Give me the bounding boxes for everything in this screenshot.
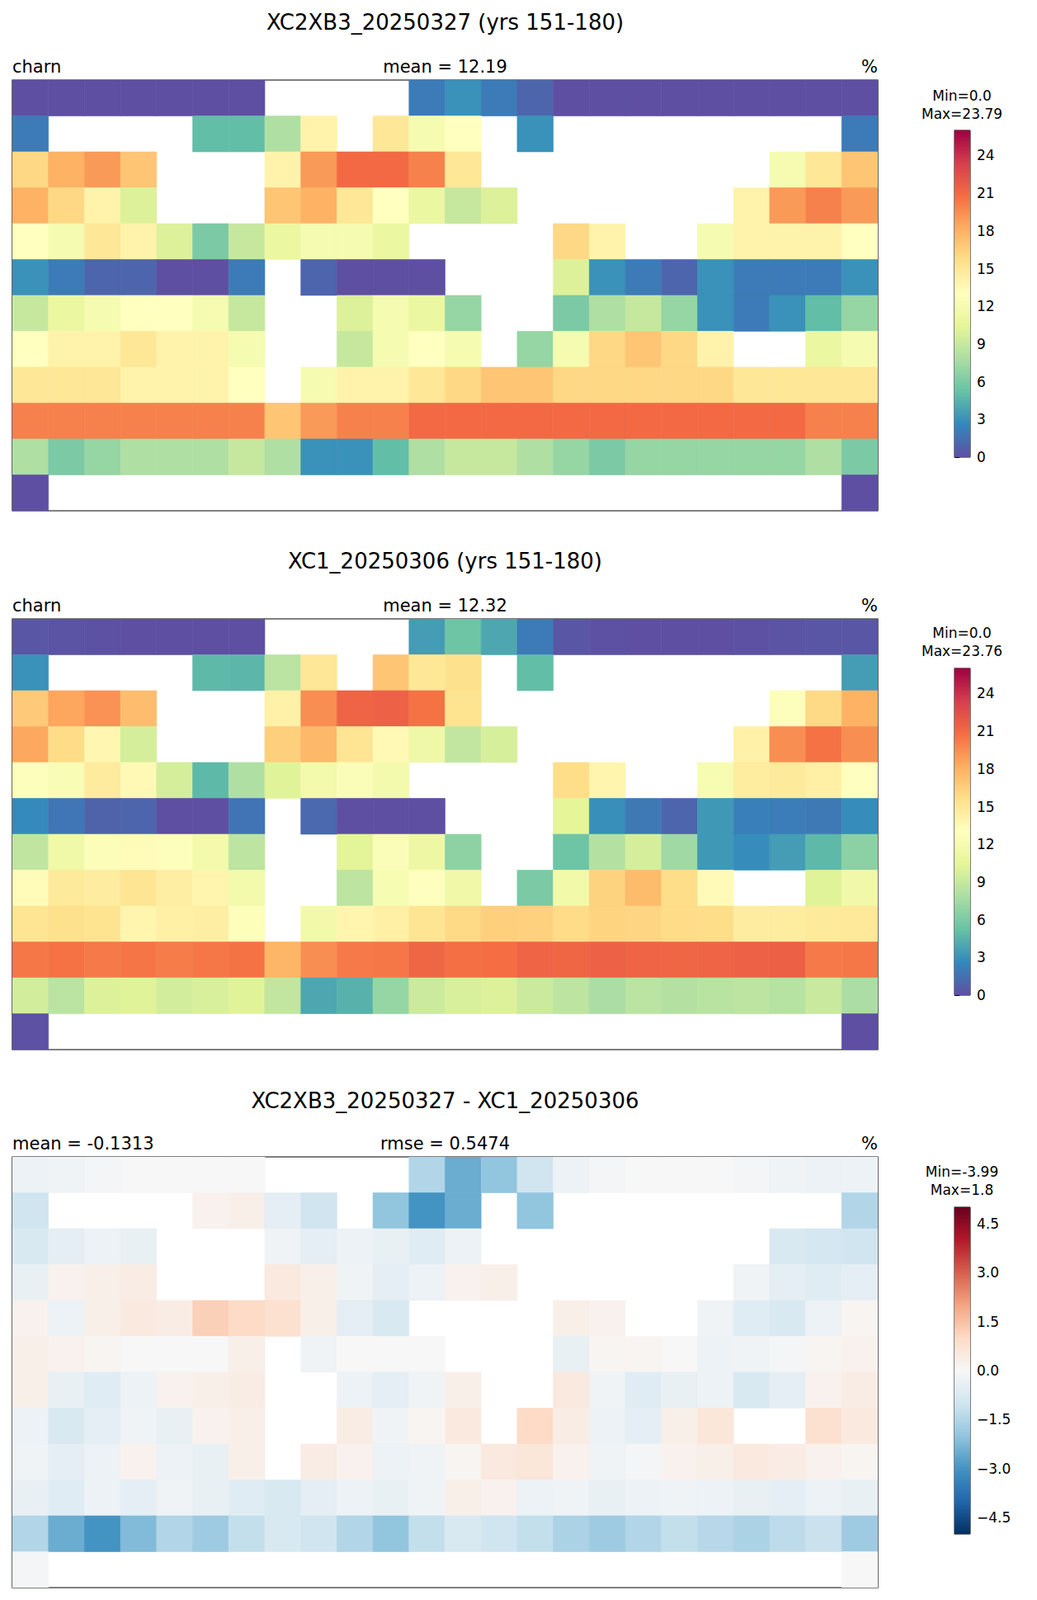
svg-text:4.5: 4.5 (976, 1215, 1000, 1232)
svg-text:−1.5: −1.5 (976, 1410, 1011, 1428)
svg-text:0: 0 (976, 448, 986, 466)
svg-text:18: 18 (976, 222, 995, 240)
svg-text:charn: charn (12, 56, 62, 77)
svg-text:12: 12 (976, 297, 995, 315)
svg-text:18: 18 (976, 760, 995, 778)
svg-text:15: 15 (976, 260, 995, 278)
svg-text:9: 9 (976, 335, 986, 353)
svg-text:3: 3 (976, 410, 986, 428)
svg-text:%: % (861, 56, 878, 77)
svg-text:21: 21 (976, 722, 995, 740)
svg-text:15: 15 (976, 798, 995, 816)
svg-text:XC2XB3_20250327 (yrs 151-180): XC2XB3_20250327 (yrs 151-180) (266, 9, 624, 35)
svg-text:XC1_20250306 (yrs 151-180): XC1_20250306 (yrs 151-180) (287, 548, 603, 574)
svg-text:24: 24 (976, 146, 995, 164)
svg-text:XC2XB3_20250327 - XC1_20250306: XC2XB3_20250327 - XC1_20250306 (250, 1088, 639, 1113)
svg-text:24: 24 (976, 684, 995, 702)
svg-text:−4.5: −4.5 (976, 1508, 1011, 1526)
svg-text:6: 6 (976, 373, 986, 391)
svg-text:Max=1.8: Max=1.8 (930, 1181, 994, 1198)
svg-text:−3.0: −3.0 (976, 1460, 1011, 1477)
svg-text:6: 6 (976, 911, 986, 929)
svg-text:Min=-3.99: Min=-3.99 (925, 1163, 999, 1180)
svg-text:%: % (861, 1133, 878, 1154)
svg-text:21: 21 (976, 184, 995, 202)
svg-text:3: 3 (976, 948, 986, 966)
svg-text:%: % (861, 595, 878, 616)
svg-text:rmse = 0.5474: rmse = 0.5474 (380, 1133, 510, 1154)
svg-text:9: 9 (976, 873, 986, 891)
svg-text:3.0: 3.0 (976, 1263, 1000, 1281)
svg-text:Min=0.0: Min=0.0 (932, 87, 991, 104)
svg-text:mean = 12.19: mean = 12.19 (382, 56, 508, 77)
svg-text:Max=23.76: Max=23.76 (921, 642, 1003, 660)
svg-text:Max=23.79: Max=23.79 (921, 105, 1003, 123)
svg-text:0: 0 (976, 986, 986, 1004)
svg-text:mean = -0.1313: mean = -0.1313 (12, 1133, 155, 1154)
svg-text:1.5: 1.5 (976, 1313, 1000, 1330)
svg-text:12: 12 (976, 835, 995, 853)
svg-text:0.0: 0.0 (976, 1362, 1000, 1379)
svg-text:charn: charn (12, 595, 62, 616)
svg-text:mean = 12.32: mean = 12.32 (382, 595, 508, 616)
svg-text:Min=0.0: Min=0.0 (932, 624, 991, 642)
